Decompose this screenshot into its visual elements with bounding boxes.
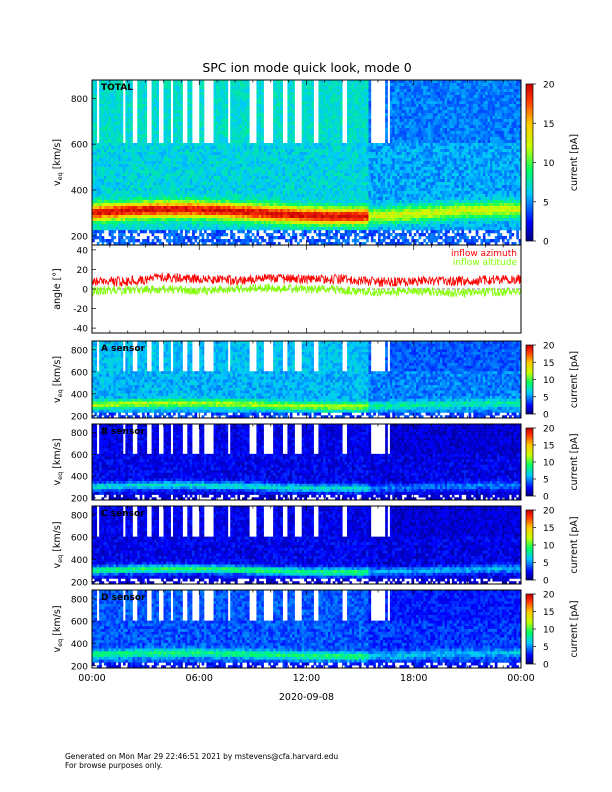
y-tick-label: 600 — [71, 534, 88, 544]
colorbar-tick-label: 0 — [543, 411, 549, 421]
colorbar-tick-label: 15 — [543, 120, 554, 130]
colorbar-tick-label: 5 — [543, 476, 549, 486]
panel-label: D sensor — [101, 593, 146, 603]
panel-label: C sensor — [101, 509, 145, 519]
colorbar-tick-label: 20 — [543, 591, 555, 601]
colorbar-tick-label: 15 — [543, 608, 554, 618]
colorbar-tick-label: 15 — [543, 359, 554, 369]
colorbar-label: current [pA] — [569, 134, 580, 191]
y-tick-label: 400 — [71, 390, 88, 400]
y-axis-label: veq [km/s] — [52, 605, 64, 652]
heatmap-cells — [92, 424, 521, 500]
colorbar-tick-label: 20 — [543, 425, 555, 435]
y-tick-label: 20 — [77, 266, 89, 276]
heatmap-cells — [92, 80, 521, 245]
colorbar — [526, 84, 533, 241]
colorbar-tick-label: 20 — [543, 342, 555, 352]
y-tick-label: 200 — [71, 662, 88, 672]
y-tick-label: 600 — [71, 368, 88, 378]
colorbar-tick-label: 15 — [543, 524, 554, 534]
colorbar-tick-label: 10 — [543, 626, 555, 636]
y-axis-label: veq [km/s] — [52, 139, 64, 186]
y-axis-label: veq [km/s] — [52, 438, 64, 485]
y-tick-label: 400 — [71, 640, 88, 650]
colorbar-tick-label: 10 — [543, 376, 555, 386]
y-tick-label: 800 — [71, 511, 88, 521]
colorbar — [526, 510, 533, 580]
y-tick-label: 200 — [71, 232, 88, 242]
heatmap-cells — [92, 341, 521, 418]
colorbar — [526, 345, 533, 414]
y-tick-label: 800 — [71, 595, 88, 605]
y-tick-label: 600 — [71, 451, 88, 461]
colorbar — [526, 594, 533, 664]
y-tick-label: 600 — [71, 618, 88, 628]
x-axis-date-label: 2020-09-08 — [279, 692, 334, 703]
footer-browse-note: For browse purposes only. — [65, 761, 162, 770]
colorbar-tick-label: 20 — [543, 507, 555, 517]
x-tick-label: 00:00 — [507, 673, 534, 684]
y-tick-label: 200 — [71, 412, 88, 422]
y-axis-label: veq [km/s] — [52, 521, 64, 568]
y-axis-label: veq [km/s] — [52, 356, 64, 403]
panel-label: TOTAL — [101, 83, 133, 93]
y-tick-label: 800 — [71, 95, 88, 105]
colorbar-tick-label: 0 — [543, 661, 549, 671]
colorbar-tick-label: 10 — [543, 159, 555, 169]
colorbar — [526, 428, 533, 496]
y-tick-label: 400 — [71, 556, 88, 566]
panel-label: A sensor — [101, 344, 146, 354]
x-tick-label: 18:00 — [400, 673, 427, 684]
inflow-altitude-line — [92, 284, 521, 298]
y-axis-label: angle [°] — [52, 268, 63, 310]
x-tick-label: 06:00 — [186, 673, 213, 684]
x-tick-label: 12:00 — [293, 673, 320, 684]
colorbar-tick-label: 0 — [543, 238, 549, 248]
colorbar-tick-label: 10 — [543, 459, 555, 469]
y-tick-label: 200 — [71, 494, 88, 504]
y-tick-label: 800 — [71, 429, 88, 439]
colorbar-tick-label: 5 — [543, 198, 549, 208]
panel-label: B sensor — [101, 427, 145, 437]
y-tick-label: 40 — [77, 246, 89, 256]
colorbar-tick-label: 0 — [543, 577, 549, 587]
y-tick-label: 0 — [82, 286, 88, 296]
colorbar-tick-label: 20 — [543, 81, 555, 91]
colorbar-tick-label: 5 — [543, 559, 549, 569]
heatmap-cells — [92, 506, 521, 584]
chart-title: SPC ion mode quick look, mode 0 — [202, 60, 411, 75]
colorbar-label: current [pA] — [569, 351, 580, 408]
colorbar-tick-label: 0 — [543, 493, 549, 503]
colorbar-tick-label: 5 — [543, 643, 549, 653]
colorbar-tick-label: 5 — [543, 393, 549, 403]
y-tick-label: -40 — [73, 325, 88, 335]
x-tick-label: 00:00 — [78, 673, 105, 684]
y-tick-label: 800 — [71, 346, 88, 356]
y-tick-label: 600 — [71, 141, 88, 151]
footer-generated: Generated on Mon Mar 29 22:46:51 2021 by… — [65, 752, 338, 761]
heatmap-cells — [92, 590, 521, 668]
colorbar-label: current [pA] — [569, 433, 580, 490]
colorbar-tick-label: 10 — [543, 542, 555, 552]
colorbar-tick-label: 15 — [543, 442, 554, 452]
y-tick-label: -20 — [73, 305, 88, 315]
colorbar-label: current [pA] — [569, 600, 580, 657]
y-tick-label: 200 — [71, 578, 88, 588]
colorbar-label: current [pA] — [569, 516, 580, 573]
y-tick-label: 400 — [71, 473, 88, 483]
inflow-azimuth-line — [92, 273, 521, 287]
y-tick-label: 400 — [71, 187, 88, 197]
legend-inflow-altitude: inflow altitude — [453, 258, 518, 268]
